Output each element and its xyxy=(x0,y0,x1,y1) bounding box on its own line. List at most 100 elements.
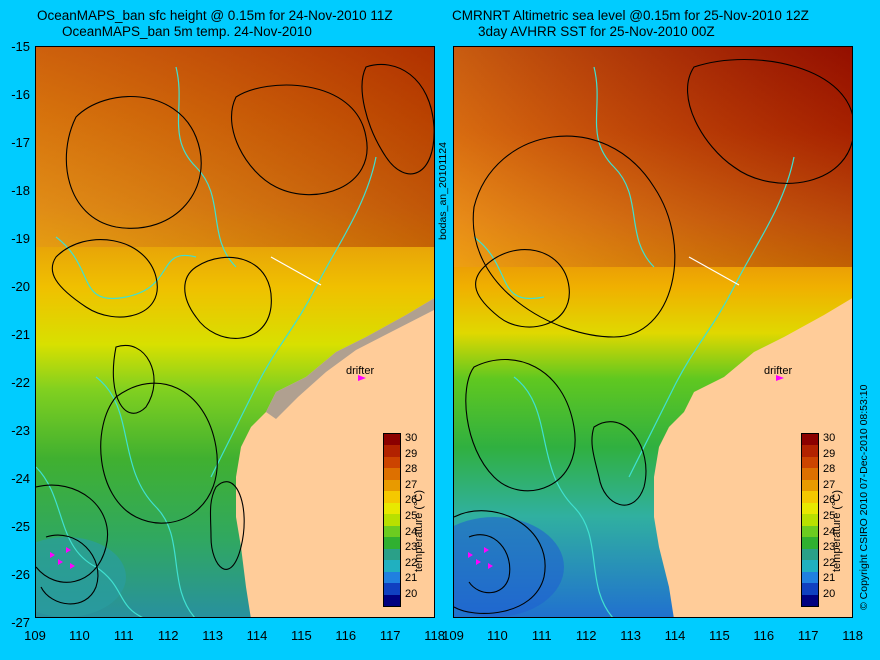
left-x-axis-label: 113 xyxy=(202,628,223,643)
colorbar-swatch xyxy=(802,525,818,538)
left-x-axis-label: 111 xyxy=(113,628,134,643)
left-x-axis-label: 109 xyxy=(24,628,46,643)
right-x-axis-label: 118 xyxy=(842,628,863,643)
copyright-text: © Copyright CSIRO 2010 07-Dec-2010 08:53… xyxy=(858,384,870,610)
colorbar-swatch xyxy=(802,548,818,561)
right-map-panel xyxy=(453,46,853,618)
right-title-line1: CMRNRT Altimetric sea level @0.15m for 2… xyxy=(452,8,809,23)
colorbar-swatch xyxy=(802,560,818,573)
right-x-axis-label: 117 xyxy=(797,628,819,643)
colorbar-swatch xyxy=(384,560,400,573)
right-drifter-marks xyxy=(468,375,784,569)
right-x-axis-label: 111 xyxy=(531,628,552,643)
right-map-graphic xyxy=(454,47,852,617)
right-drifter-label: drifter xyxy=(764,365,793,377)
colorbar-tick-label: 29 xyxy=(823,447,836,460)
colorbar-swatch xyxy=(802,571,818,584)
colorbar-tick-label: 21 xyxy=(823,572,836,585)
colorbar-swatch xyxy=(384,537,400,550)
colorbar-swatch xyxy=(384,548,400,561)
colorbar-swatch xyxy=(384,468,400,481)
y-axis-label: -15 xyxy=(11,39,30,54)
colorbar-swatch xyxy=(384,434,400,446)
y-axis-label: -20 xyxy=(11,279,30,294)
left-x-axis-label: 118 xyxy=(424,628,445,643)
left-colorbar-title: temperature (°C) xyxy=(413,489,425,572)
colorbar-swatch xyxy=(802,514,818,527)
y-axis-label: -27 xyxy=(11,615,30,630)
right-x-axis-label: 114 xyxy=(664,628,686,643)
colorbar-tick-label: 23 xyxy=(405,541,418,554)
y-axis-label: -22 xyxy=(11,375,30,390)
colorbar-tick-label: 26 xyxy=(823,494,836,507)
colorbar-tick-label: 28 xyxy=(405,463,418,476)
colorbar-swatch xyxy=(384,456,400,469)
left-x-axis-label: 117 xyxy=(379,628,401,643)
y-axis-label: -25 xyxy=(11,519,30,534)
y-axis-label: -18 xyxy=(11,183,30,198)
colorbar-tick-label: 20 xyxy=(823,588,836,600)
colorbar-swatch xyxy=(384,583,400,596)
y-axis-label: -21 xyxy=(11,327,30,342)
colorbar-tick-label: 26 xyxy=(405,494,418,507)
y-axis-label: -16 xyxy=(11,87,30,102)
colorbar-swatch xyxy=(384,525,400,538)
colorbar-swatch xyxy=(384,594,400,607)
colorbar-swatch xyxy=(802,434,818,446)
right-colorbar-title: temperature (°C) xyxy=(831,489,843,572)
colorbar-tick-label: 23 xyxy=(823,541,836,554)
right-x-axis-label: 112 xyxy=(575,628,597,643)
colorbar-swatch xyxy=(384,491,400,504)
right-title-line2: 3day AVHRR SST for 25-Nov-2010 00Z xyxy=(478,24,715,39)
left-drifter-marks xyxy=(50,375,366,569)
colorbar-tick-label: 27 xyxy=(405,478,418,491)
colorbar-tick-label: 21 xyxy=(405,572,418,585)
left-title-line1: OceanMAPS_ban sfc height @ 0.15m for 24-… xyxy=(37,8,393,23)
left-map-graphic xyxy=(36,47,434,617)
colorbar-tick-label: 20 xyxy=(405,588,418,600)
colorbar-tick-label: 30 xyxy=(405,432,418,444)
y-axis-label: -24 xyxy=(11,471,30,486)
colorbar-tick-label: 28 xyxy=(823,463,836,476)
y-axis-label: -23 xyxy=(11,423,30,438)
y-axis-label: -26 xyxy=(11,567,30,582)
right-x-axis-label: 115 xyxy=(709,628,730,643)
left-title-line2: OceanMAPS_ban 5m temp. 24-Nov-2010 xyxy=(62,24,312,39)
colorbar-tick-label: 25 xyxy=(405,510,418,522)
colorbar-tick-label: 24 xyxy=(823,525,836,538)
left-x-axis-label: 114 xyxy=(246,628,268,643)
right-colorbar xyxy=(801,433,819,607)
y-axis-label: -19 xyxy=(11,231,30,246)
colorbar-swatch xyxy=(802,583,818,596)
center-run-label: bodas_an_20101124 xyxy=(437,142,449,240)
left-map-panel xyxy=(35,46,435,618)
left-colorbar xyxy=(383,433,401,607)
colorbar-swatch xyxy=(384,502,400,515)
right-x-axis-label: 116 xyxy=(753,628,775,643)
colorbar-swatch xyxy=(802,445,818,458)
left-x-axis-label: 112 xyxy=(157,628,179,643)
colorbar-swatch xyxy=(384,514,400,527)
colorbar-tick-label: 27 xyxy=(823,478,836,491)
colorbar-swatch xyxy=(802,594,818,607)
colorbar-tick-label: 29 xyxy=(405,447,418,460)
left-x-axis-label: 110 xyxy=(69,628,90,643)
right-x-axis-label: 113 xyxy=(620,628,641,643)
colorbar-tick-label: 25 xyxy=(823,510,836,522)
colorbar-tick-label: 24 xyxy=(405,525,418,538)
colorbar-swatch xyxy=(802,479,818,492)
colorbar-swatch xyxy=(802,468,818,481)
y-axis-label: -17 xyxy=(11,135,30,150)
colorbar-swatch xyxy=(384,571,400,584)
colorbar-tick-label: 22 xyxy=(405,556,418,569)
left-x-axis-label: 116 xyxy=(335,628,357,643)
left-x-axis-label: 115 xyxy=(291,628,312,643)
colorbar-swatch xyxy=(384,479,400,492)
colorbar-tick-label: 22 xyxy=(823,556,836,569)
colorbar-swatch xyxy=(802,537,818,550)
left-drifter-label: drifter xyxy=(346,365,375,377)
colorbar-tick-label: 30 xyxy=(823,432,836,444)
colorbar-swatch xyxy=(384,445,400,458)
right-x-axis-label: 109 xyxy=(442,628,464,643)
colorbar-swatch xyxy=(802,502,818,515)
